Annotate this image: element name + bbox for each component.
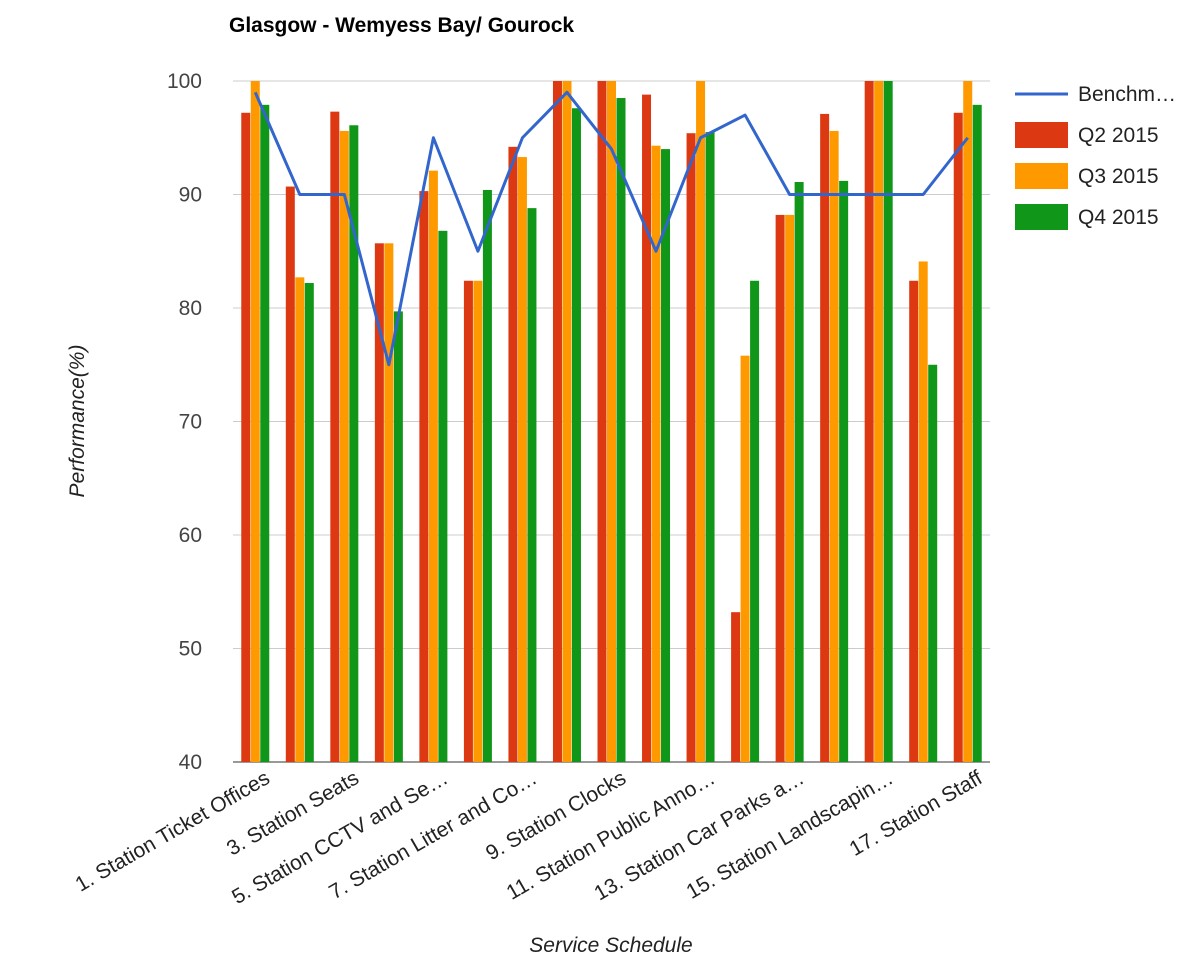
bar-q3-2015 [918,261,928,762]
bar-q4-2015 [304,283,314,762]
bar-q4-2015 [972,104,982,762]
bar-q2-2015 [463,280,473,762]
bar-q2-2015 [241,112,251,762]
bar-q2-2015 [820,113,830,763]
y-tick-label: 50 [179,638,202,661]
x-axis-title: Service Schedule [529,934,692,957]
bar-q4-2015 [928,364,938,762]
bar-q4-2015 [705,132,715,762]
bar-q2-2015 [909,280,919,762]
bar-q2-2015 [508,146,518,762]
y-tick-label: 80 [179,297,202,320]
legend-swatch [1015,204,1068,230]
bar-q4-2015 [839,180,849,762]
bar-q2-2015 [731,612,741,762]
bar-q3-2015 [250,81,260,762]
bar-q3-2015 [562,81,572,762]
bar-q4-2015 [527,208,537,762]
bar-q4-2015 [482,189,492,762]
bar-q2-2015 [419,191,429,763]
bar-q2-2015 [330,111,340,762]
bar-q2-2015 [953,112,963,762]
bar-q3-2015 [829,130,839,762]
bars [241,81,982,763]
bar-q4-2015 [438,230,448,762]
bar-q3-2015 [295,277,305,762]
bar-q2-2015 [864,81,874,762]
bar-q3-2015 [651,145,661,762]
bar-q3-2015 [473,280,483,762]
bar-q3-2015 [696,81,706,762]
bar-q4-2015 [661,149,671,763]
legend-label: Q4 2015 [1078,206,1159,229]
bar-q2-2015 [552,81,562,762]
benchmark-line [253,90,969,367]
bar-q4-2015 [616,98,626,762]
bar-q3-2015 [339,130,349,762]
y-axis-ticks: 40 50 60 70 80 90 100 [167,70,202,774]
bar-q3-2015 [384,243,394,762]
bar-q4-2015 [260,104,270,762]
legend-label: Q2 2015 [1078,124,1159,147]
bar-q2-2015 [642,94,652,763]
bar-q3-2015 [607,81,616,762]
bar-q2-2015 [775,214,785,762]
y-tick-label: 40 [179,751,202,774]
y-tick-label: 90 [179,184,202,207]
legend-swatch [1015,163,1068,189]
bar-q4-2015 [883,81,893,762]
bar-q2-2015 [374,243,384,762]
bar-q3-2015 [785,214,795,762]
y-tick-label: 70 [179,411,202,434]
bar-q2-2015 [285,186,295,762]
bar-q4-2015 [794,182,804,762]
bar-q4-2015 [750,280,760,762]
bar-q4-2015 [393,311,403,762]
legend-swatch [1015,122,1068,148]
bar-q3-2015 [963,81,973,762]
bar-q3-2015 [874,81,884,762]
benchmark-line-group [253,90,969,367]
bar-q3-2015 [740,355,750,762]
bar-q3-2015 [428,170,438,763]
legend-label: Benchm… [1078,83,1176,106]
y-tick-label: 100 [167,70,202,93]
bar-q2-2015 [597,81,607,762]
bar-q2-2015 [686,133,696,762]
bar-q4-2015 [571,108,581,763]
legend-label: Q3 2015 [1078,165,1159,188]
y-tick-label: 60 [179,524,202,547]
legend: Benchm… Q2 2015 Q3 2015 Q4 2015 [1015,83,1176,230]
chart-title: Glasgow - Wemyess Bay/ Gourock [229,14,575,37]
bar-q3-2015 [517,157,527,763]
y-axis-title: Performance(%) [66,345,89,498]
bar-q4-2015 [349,125,359,762]
